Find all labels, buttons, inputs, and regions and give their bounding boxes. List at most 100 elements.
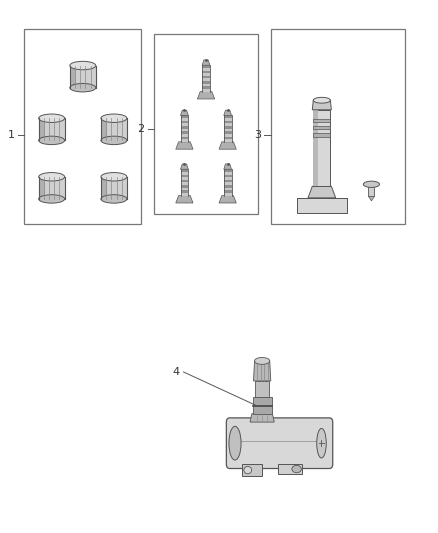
Polygon shape xyxy=(224,116,232,118)
Polygon shape xyxy=(224,185,232,188)
Polygon shape xyxy=(180,131,188,134)
Polygon shape xyxy=(101,177,127,199)
Polygon shape xyxy=(224,169,232,172)
Polygon shape xyxy=(224,164,232,169)
Polygon shape xyxy=(224,118,232,120)
Polygon shape xyxy=(219,196,236,203)
Polygon shape xyxy=(39,118,65,140)
Polygon shape xyxy=(39,118,45,140)
Polygon shape xyxy=(253,397,272,414)
Polygon shape xyxy=(224,177,232,180)
Ellipse shape xyxy=(244,466,252,474)
Polygon shape xyxy=(224,190,232,193)
Polygon shape xyxy=(224,188,232,190)
Ellipse shape xyxy=(39,173,65,181)
Ellipse shape xyxy=(39,136,65,144)
Polygon shape xyxy=(180,169,188,172)
Polygon shape xyxy=(368,196,374,201)
Polygon shape xyxy=(180,136,188,139)
Polygon shape xyxy=(202,65,210,68)
Polygon shape xyxy=(313,110,318,186)
Polygon shape xyxy=(224,123,232,126)
Polygon shape xyxy=(254,361,271,381)
Text: 2: 2 xyxy=(138,124,145,134)
Polygon shape xyxy=(250,414,274,422)
Polygon shape xyxy=(180,174,188,177)
Polygon shape xyxy=(180,182,188,185)
Bar xyxy=(25,29,141,224)
Ellipse shape xyxy=(229,426,241,460)
Polygon shape xyxy=(101,118,107,140)
Polygon shape xyxy=(180,190,188,193)
Polygon shape xyxy=(224,139,232,142)
Polygon shape xyxy=(180,128,188,131)
Polygon shape xyxy=(180,172,188,174)
Ellipse shape xyxy=(39,114,65,123)
Polygon shape xyxy=(180,134,188,136)
Polygon shape xyxy=(202,78,210,81)
Polygon shape xyxy=(224,128,232,131)
Polygon shape xyxy=(198,92,215,99)
Ellipse shape xyxy=(101,136,127,144)
Polygon shape xyxy=(180,164,188,169)
Polygon shape xyxy=(224,126,232,128)
Polygon shape xyxy=(180,110,188,116)
Polygon shape xyxy=(224,134,232,136)
Polygon shape xyxy=(202,86,210,89)
Polygon shape xyxy=(101,118,127,140)
Polygon shape xyxy=(180,126,188,128)
Polygon shape xyxy=(180,118,188,120)
Ellipse shape xyxy=(313,98,330,103)
Polygon shape xyxy=(312,100,332,110)
Polygon shape xyxy=(176,142,193,149)
Polygon shape xyxy=(180,116,188,118)
Ellipse shape xyxy=(39,195,65,203)
Polygon shape xyxy=(180,123,188,126)
Polygon shape xyxy=(180,120,188,123)
Polygon shape xyxy=(70,66,76,88)
Ellipse shape xyxy=(317,429,326,458)
Polygon shape xyxy=(180,185,188,188)
Ellipse shape xyxy=(101,114,127,123)
Ellipse shape xyxy=(101,173,127,181)
Text: 1: 1 xyxy=(8,130,15,140)
Polygon shape xyxy=(176,196,193,203)
Polygon shape xyxy=(202,60,210,65)
Polygon shape xyxy=(224,110,232,116)
Polygon shape xyxy=(313,133,331,136)
Polygon shape xyxy=(297,198,347,213)
Polygon shape xyxy=(101,177,107,199)
Polygon shape xyxy=(224,131,232,134)
Polygon shape xyxy=(219,142,236,149)
Polygon shape xyxy=(39,177,45,199)
FancyBboxPatch shape xyxy=(226,418,333,469)
Polygon shape xyxy=(202,89,210,92)
Polygon shape xyxy=(313,119,331,122)
Polygon shape xyxy=(242,464,262,476)
Ellipse shape xyxy=(254,358,270,365)
Text: 3: 3 xyxy=(254,130,261,140)
Polygon shape xyxy=(202,73,210,76)
Polygon shape xyxy=(224,182,232,185)
Polygon shape xyxy=(70,66,96,88)
Polygon shape xyxy=(308,186,336,198)
Polygon shape xyxy=(313,110,331,186)
Ellipse shape xyxy=(101,195,127,203)
Polygon shape xyxy=(368,183,374,196)
Polygon shape xyxy=(180,188,188,190)
Polygon shape xyxy=(224,193,232,196)
Polygon shape xyxy=(180,193,188,196)
Polygon shape xyxy=(313,126,331,129)
Polygon shape xyxy=(180,177,188,180)
Text: 4: 4 xyxy=(172,367,179,377)
Polygon shape xyxy=(278,464,302,474)
Polygon shape xyxy=(224,136,232,139)
Polygon shape xyxy=(224,120,232,123)
Polygon shape xyxy=(202,76,210,78)
Polygon shape xyxy=(202,81,210,84)
Polygon shape xyxy=(224,174,232,177)
Polygon shape xyxy=(255,381,269,397)
Bar xyxy=(271,29,405,224)
Polygon shape xyxy=(224,172,232,174)
Ellipse shape xyxy=(292,465,301,473)
